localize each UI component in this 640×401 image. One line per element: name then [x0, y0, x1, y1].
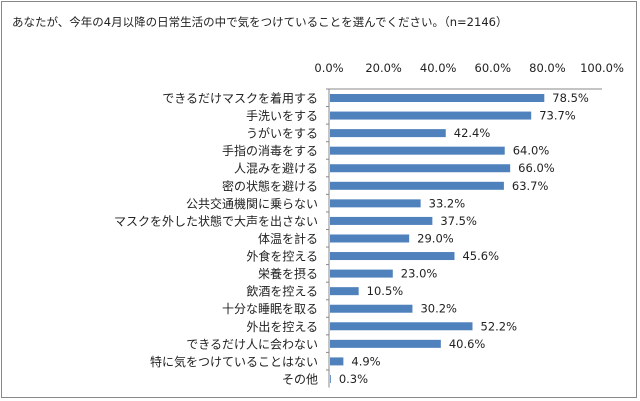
x-tick-label: 20.0%: [365, 61, 402, 75]
bar: [330, 164, 511, 173]
bar: [330, 181, 504, 190]
data-label: 40.6%: [449, 337, 486, 351]
category-label: 栄養を摂る: [258, 266, 318, 281]
category-label: 外食を控える: [246, 249, 318, 264]
x-tick-label: 60.0%: [475, 61, 512, 75]
bar: [330, 129, 446, 138]
data-label: 0.3%: [339, 372, 368, 386]
data-label: 23.0%: [401, 267, 438, 281]
bar: [330, 199, 421, 208]
data-label: 30.2%: [420, 302, 457, 316]
chart-title: あなたが、今年の4月以降の日常生活の中で気をつけていることを選んでください。（n…: [12, 15, 508, 29]
x-tick-label: 80.0%: [529, 61, 566, 75]
category-label: できるだけ人に会わない: [186, 337, 318, 351]
data-label: 4.9%: [351, 354, 380, 368]
data-label: 33.2%: [429, 196, 466, 210]
category-label: うがいをする: [246, 126, 318, 141]
data-label: 52.2%: [481, 319, 518, 333]
category-label: 十分な睡眠を取る: [222, 302, 318, 316]
data-label: 10.5%: [367, 284, 404, 298]
data-label: 37.5%: [440, 214, 477, 228]
bar: [330, 216, 433, 225]
category-label: 体温を計る: [258, 231, 318, 246]
data-label: 78.5%: [552, 91, 589, 105]
bar: [330, 339, 441, 348]
bar: [330, 252, 455, 261]
category-label: 公共交通機関に乗らない: [186, 196, 318, 211]
category-label: 手洗いをする: [246, 109, 318, 123]
bar: [330, 287, 359, 296]
bar: [330, 374, 331, 383]
bar: [330, 146, 505, 155]
data-label: 73.7%: [539, 109, 576, 123]
category-label: 飲酒を控える: [246, 284, 318, 299]
category-label: その他: [282, 372, 318, 386]
data-label: 63.7%: [512, 179, 549, 193]
bar: [330, 94, 545, 102]
x-tick-label: 100.0%: [580, 61, 624, 75]
data-label: 29.0%: [417, 231, 454, 245]
category-label: 密の状態を避ける: [222, 178, 318, 193]
category-label: 外出を控える: [246, 320, 318, 334]
bar: [330, 357, 344, 366]
bar: [330, 269, 393, 278]
bar: [330, 304, 413, 313]
category-label: マスクを外した状態で大声を出さない: [114, 213, 318, 228]
data-label: 42.4%: [454, 126, 491, 140]
bar: [330, 111, 532, 120]
x-tick-label: 40.0%: [420, 61, 457, 75]
data-label: 64.0%: [513, 144, 550, 158]
x-tick-label: 0.0%: [314, 61, 343, 75]
data-label: 66.0%: [518, 161, 555, 175]
category-label: 特に気をつけていることはない: [150, 354, 318, 369]
category-label: 人混みを避ける: [234, 162, 318, 176]
bar: [330, 234, 410, 243]
data-label: 45.6%: [462, 249, 499, 263]
category-label: 手指の消毒をする: [222, 143, 318, 158]
bar: [330, 322, 473, 331]
category-label: できるだけマスクを着用する: [162, 91, 318, 106]
